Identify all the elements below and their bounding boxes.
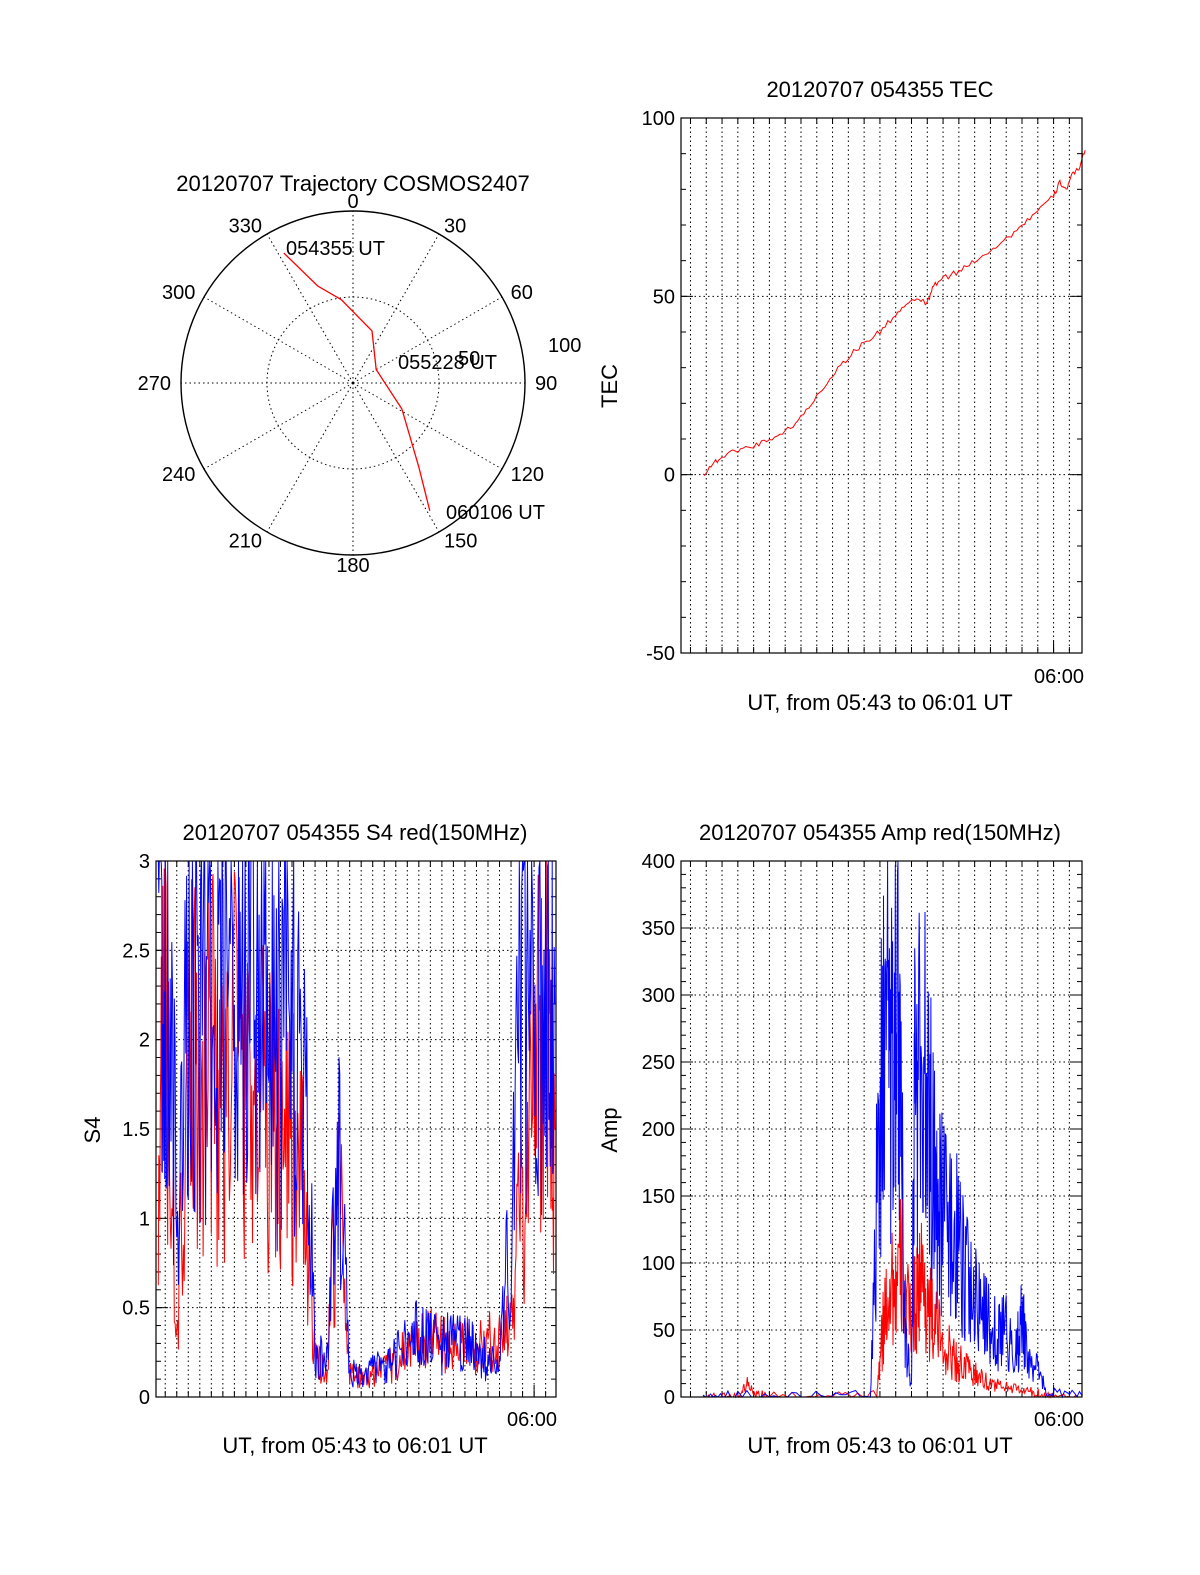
polar-radial-label-100: 100 xyxy=(548,335,581,357)
polar-azimuth-label-150: 150 xyxy=(444,531,477,553)
polar-azimuth-label-210: 210 xyxy=(229,531,262,553)
tec-panel: 20120707 054355 TEC TEC UT, from 05:43 t… xyxy=(597,77,1086,715)
polar-azimuth-labels: 0 30 60 90 120 150 180 210 240 270 300 330 xyxy=(138,191,558,577)
amp-ytick-label: 250 xyxy=(642,1052,675,1074)
polar-spoke-30 xyxy=(352,233,440,384)
polar-azimuth-label-0: 0 xyxy=(347,191,358,213)
tec-ytick-label: 0 xyxy=(664,465,675,487)
amp-x-label: UT, from 05:43 to 06:01 UT xyxy=(747,1433,1012,1458)
polar-azimuth-label-300: 300 xyxy=(162,282,195,304)
trajectory-middle-label: 055228 UT xyxy=(398,352,497,374)
amp-x-tick-0600: 06:00 xyxy=(1034,1409,1084,1431)
polar-azimuth-label-180: 180 xyxy=(336,555,369,577)
polar-trajectory-panel: 20120707 Trajectory COSMOS2407 0 30 60 90 12… xyxy=(138,171,582,577)
s4-y-label: S4 xyxy=(80,1117,105,1144)
polar-spoke-150 xyxy=(352,382,440,533)
polar-azimuth-label-270: 270 xyxy=(138,373,171,395)
tec-x-tick-0600: 06:00 xyxy=(1034,666,1084,688)
polar-spoke-240 xyxy=(203,382,354,470)
s4-x-tick-0600: 06:00 xyxy=(507,1409,557,1431)
s4-ytick-label: 2.5 xyxy=(122,940,150,962)
s4-ytick-label: 1 xyxy=(139,1208,150,1230)
polar-azimuth-label-330: 330 xyxy=(229,215,262,237)
tec-ytick-label: 50 xyxy=(653,286,675,308)
tec-ytick-label: 100 xyxy=(642,108,675,130)
tec-x-label: UT, from 05:43 to 06:01 UT xyxy=(747,690,1012,715)
polar-azimuth-label-120: 120 xyxy=(511,464,544,486)
amp-ytick-label: 350 xyxy=(642,918,675,940)
amp-title: 20120707 054355 Amp red(150MHz) xyxy=(699,820,1061,845)
amp-ytick-label: 100 xyxy=(642,1253,675,1275)
s4-title: 20120707 054355 S4 red(150MHz) xyxy=(183,820,528,845)
polar-spoke-300 xyxy=(203,296,354,384)
s4-ytick-label: 0.5 xyxy=(122,1298,150,1320)
amp-plot-frame xyxy=(680,860,1083,1398)
amp-ytick-label: 400 xyxy=(642,851,675,873)
polar-azimuth-label-240: 240 xyxy=(162,464,195,486)
s4-series-blue xyxy=(157,860,556,1388)
trajectory-end-label: 060106 UT xyxy=(446,502,545,524)
tec-grid xyxy=(681,117,1082,654)
polar-spoke-330 xyxy=(266,233,354,384)
polar-spoke-60 xyxy=(352,296,503,384)
trajectory-start-label: 054355 UT xyxy=(286,238,385,260)
tec-ytick-label: -50 xyxy=(646,643,675,665)
amp-series-blue xyxy=(702,860,1083,1399)
s4-x-label: UT, from 05:43 to 06:01 UT xyxy=(222,1433,487,1458)
s4-ytick-label: 1.5 xyxy=(122,1119,150,1141)
tec-title: 20120707 054355 TEC xyxy=(766,77,993,102)
amp-ytick-label: 150 xyxy=(642,1186,675,1208)
s4-ytick-label: 2 xyxy=(139,1030,150,1052)
polar-spoke-120 xyxy=(352,382,503,470)
polar-azimuth-label-30: 30 xyxy=(444,215,466,237)
amp-ytick-label: 50 xyxy=(653,1320,675,1342)
trajectory-line xyxy=(283,252,431,511)
polar-azimuth-label-90: 90 xyxy=(535,373,557,395)
s4-plot-frame xyxy=(155,860,557,1398)
s4-grid xyxy=(156,860,556,1398)
polar-spoke-210 xyxy=(266,382,354,533)
amp-ytick-label: 300 xyxy=(642,985,675,1007)
polar-title: 20120707 Trajectory COSMOS2407 xyxy=(176,171,529,196)
amp-ytick-label: 0 xyxy=(664,1387,675,1409)
amp-series-red xyxy=(702,1198,1082,1399)
s4-ytick-label: 0 xyxy=(139,1387,150,1409)
polar-azimuth-label-60: 60 xyxy=(511,282,533,304)
s4-ytick-label: 3 xyxy=(139,851,150,873)
tec-series-red xyxy=(702,149,1086,477)
polar-radial-label-50: 50 xyxy=(458,348,480,370)
s4-panel: 20120707 054355 S4 red(150MHz) S4 UT, fr… xyxy=(80,820,557,1458)
amp-ytick-label: 200 xyxy=(642,1119,675,1141)
tec-plot-frame xyxy=(680,117,1083,654)
amp-panel: 20120707 054355 Amp red(150MHz) Amp UT, … xyxy=(597,820,1084,1458)
tec-y-label: TEC xyxy=(597,364,622,408)
amp-y-label: Amp xyxy=(597,1107,622,1152)
polar-grid xyxy=(180,210,526,556)
